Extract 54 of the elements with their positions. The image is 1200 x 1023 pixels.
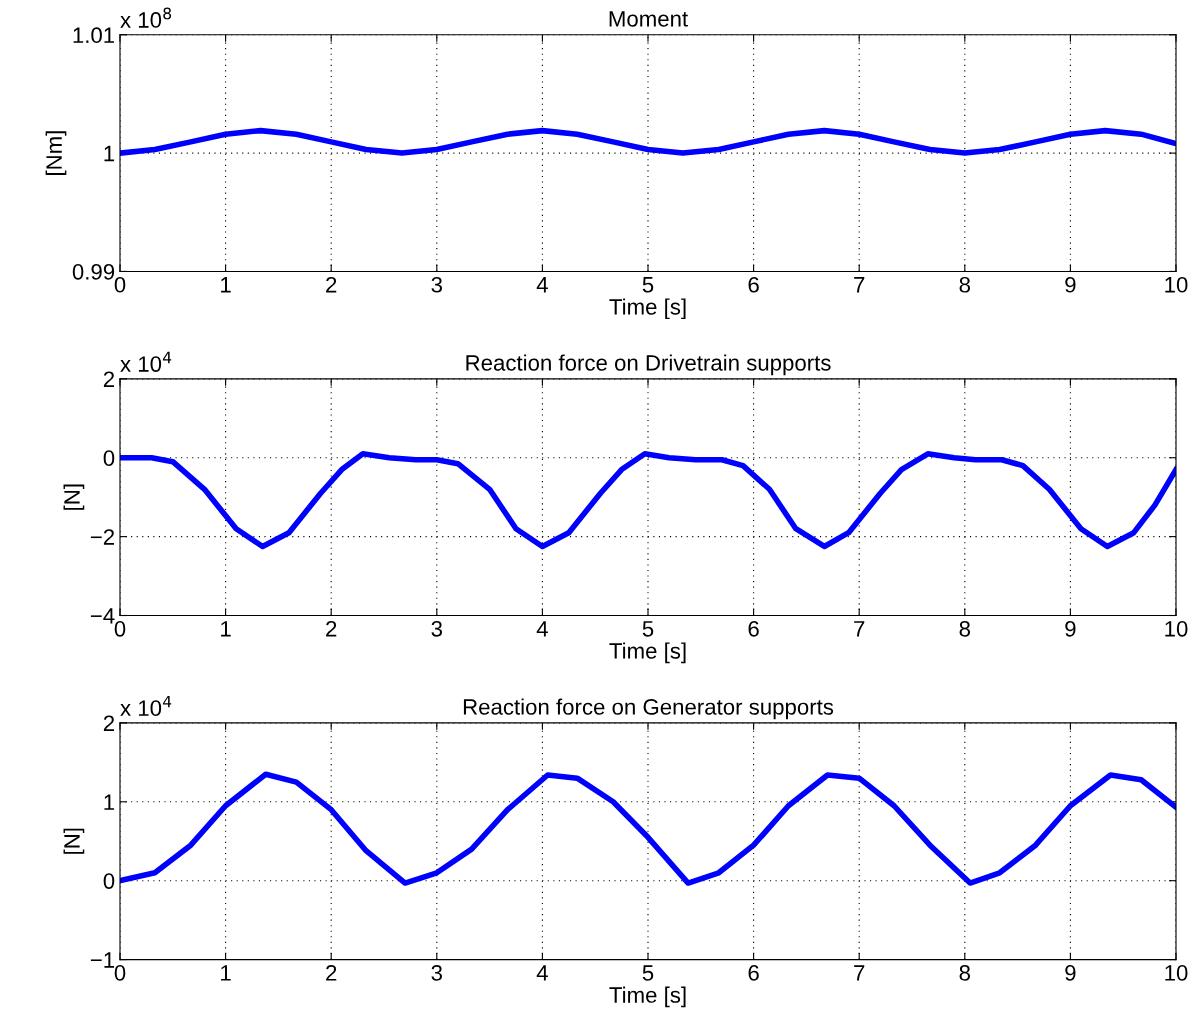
x-axis-title: Time [s] — [609, 298, 686, 320]
x-tick-label: 4 — [536, 621, 548, 637]
x-tick-label: 6 — [748, 620, 759, 637]
x-tick-label: 1 — [221, 277, 231, 293]
text: x 10$^{8}$ — [120, 7, 172, 28]
y-tick-label: 1 — [104, 794, 115, 810]
y-tick-label: 1.01 — [73, 27, 115, 44]
x-tick-label: 6 — [748, 965, 759, 981]
x-tick-label: 2 — [326, 620, 337, 637]
x-tick-label: 7 — [854, 621, 865, 637]
y-axis-title: [Nm] — [45, 131, 67, 175]
x-tick-label: 10 — [1165, 965, 1188, 981]
text: x 10$^{4}$ — [120, 695, 172, 717]
x-tick-label: 5 — [642, 277, 654, 293]
x-tick-label: 4 — [536, 277, 548, 293]
y-tick-label: 2 — [103, 371, 115, 387]
x-tick-label: 4 — [536, 965, 548, 981]
chart-title: Moment — [609, 11, 688, 27]
x-tick-label: 9 — [1065, 276, 1076, 293]
chart-title: Reaction force on Drivetrain supports — [466, 354, 831, 376]
y-tick-label: −4 — [90, 608, 115, 624]
x-tick-label: 5 — [642, 965, 654, 981]
chart-title: Reaction force on Generator supports — [463, 698, 834, 720]
y-tick-label: 0.99 — [72, 263, 115, 280]
y-tick-label: 1 — [104, 145, 115, 162]
x-tick-label: 9 — [1065, 620, 1076, 637]
x-tick-label: 8 — [959, 620, 971, 637]
y-tick-label: 0 — [103, 873, 115, 889]
x-tick-label: 8 — [959, 276, 971, 293]
x-tick-label: 1 — [221, 621, 231, 637]
y-tick-label: −1 — [90, 952, 115, 968]
x-tick-label: 2 — [326, 965, 337, 981]
x-tick-label: 6 — [748, 276, 759, 293]
x-tick-label: 10 — [1165, 620, 1188, 637]
y-tick-label: 2 — [103, 715, 115, 731]
x-tick-label: 5 — [642, 621, 654, 637]
x-tick-label: 9 — [1065, 965, 1076, 981]
x-tick-label: 3 — [431, 620, 442, 637]
x-tick-label: 7 — [854, 277, 865, 293]
text: x 10$^{4}$ — [120, 351, 172, 372]
x-tick-label: 3 — [431, 965, 442, 981]
y-axis-title: [N] — [63, 828, 85, 854]
x-tick-label: 1 — [221, 965, 231, 981]
x-tick-label: 2 — [326, 276, 337, 293]
y-axis-title: [N] — [63, 484, 85, 510]
x-axis-title: Time [s] — [609, 642, 686, 664]
x-tick-label: 3 — [431, 276, 442, 293]
x-tick-label: 10 — [1165, 276, 1188, 293]
x-axis-title: Time [s] — [609, 986, 686, 1008]
x-tick-label: 0 — [114, 965, 126, 981]
y-tick-label: 0 — [103, 450, 115, 467]
x-tick-label: 7 — [854, 965, 865, 981]
y-tick-label: −2 — [90, 529, 115, 545]
x-tick-label: 8 — [959, 965, 971, 981]
